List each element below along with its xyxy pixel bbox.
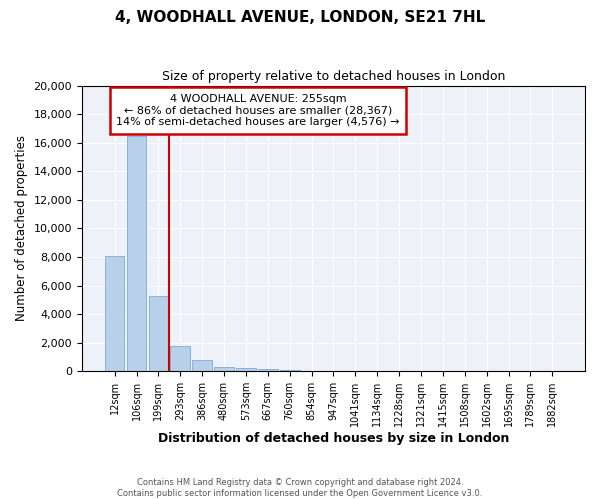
Text: 4 WOODHALL AVENUE: 255sqm
← 86% of detached houses are smaller (28,367)
14% of s: 4 WOODHALL AVENUE: 255sqm ← 86% of detac… xyxy=(116,94,400,128)
Bar xyxy=(280,370,299,371)
Bar xyxy=(149,296,168,371)
Title: Size of property relative to detached houses in London: Size of property relative to detached ho… xyxy=(162,70,505,83)
Text: 4, WOODHALL AVENUE, LONDON, SE21 7HL: 4, WOODHALL AVENUE, LONDON, SE21 7HL xyxy=(115,10,485,25)
Bar xyxy=(236,368,256,371)
Y-axis label: Number of detached properties: Number of detached properties xyxy=(15,136,28,322)
Bar xyxy=(105,256,124,371)
Bar xyxy=(214,367,234,371)
Bar xyxy=(170,346,190,371)
X-axis label: Distribution of detached houses by size in London: Distribution of detached houses by size … xyxy=(158,432,509,445)
Text: Contains HM Land Registry data © Crown copyright and database right 2024.
Contai: Contains HM Land Registry data © Crown c… xyxy=(118,478,482,498)
Bar xyxy=(127,136,146,371)
Bar xyxy=(258,369,278,371)
Bar xyxy=(193,360,212,371)
